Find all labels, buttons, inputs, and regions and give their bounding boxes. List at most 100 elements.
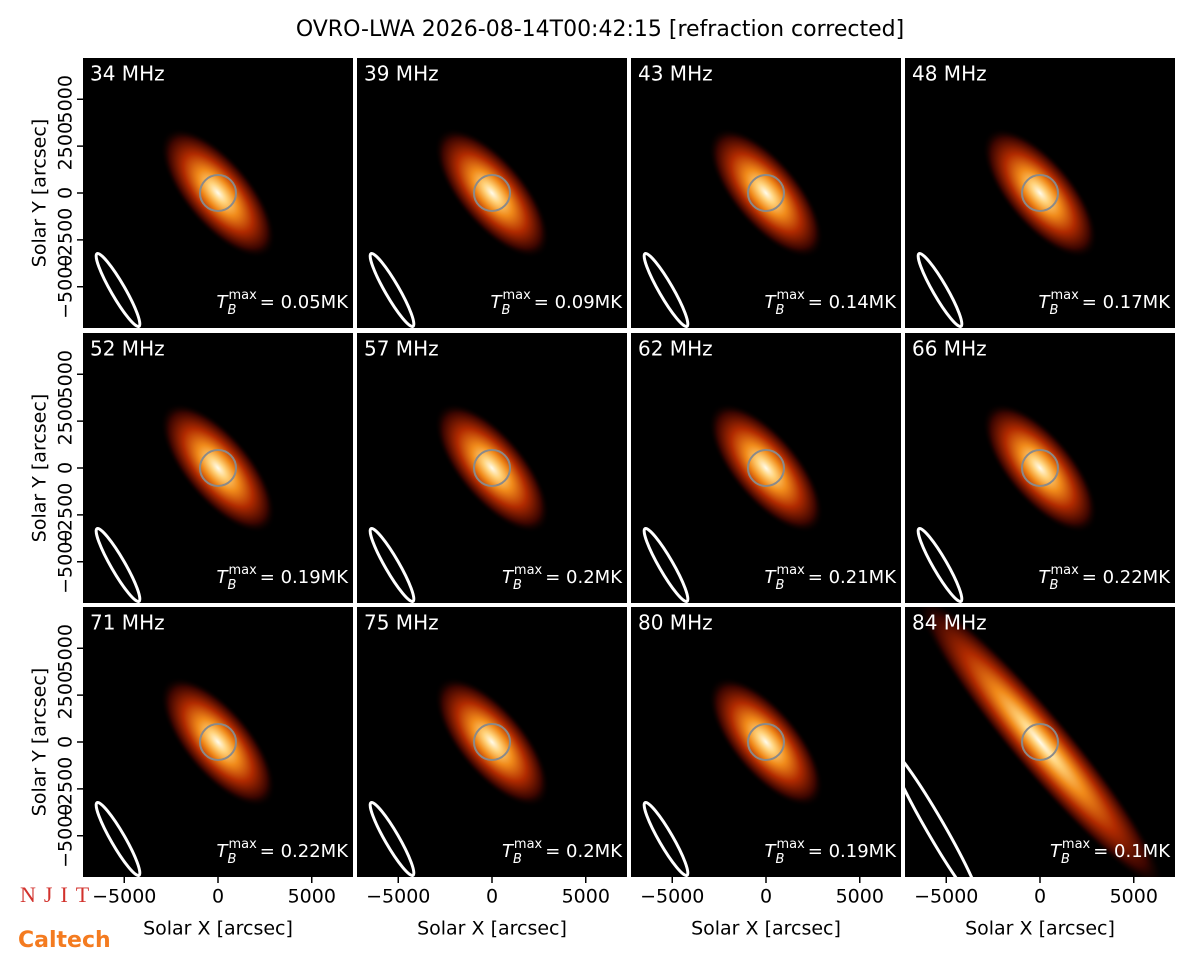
panel-label: 48 MHz bbox=[912, 62, 987, 86]
beam bbox=[368, 251, 416, 328]
solar-disk bbox=[199, 449, 237, 487]
solar-disk bbox=[199, 174, 237, 212]
emission bbox=[434, 127, 550, 259]
y-axis-label: Solar Y [arcsec] bbox=[29, 119, 51, 267]
tb-sup: max bbox=[1062, 837, 1091, 852]
tb-max-label: TBmax = 0.19MK bbox=[765, 837, 898, 867]
x-tick-label: −5000 bbox=[366, 886, 430, 908]
tb-sub: B bbox=[776, 578, 785, 593]
x-tick-label: −5000 bbox=[914, 886, 978, 908]
beam bbox=[94, 800, 142, 877]
x-axis-label: Solar X [arcsec] bbox=[143, 918, 293, 940]
tb-value: = 0.19MK bbox=[808, 841, 897, 862]
logo-njit: NJIT bbox=[20, 882, 97, 907]
tb-value: = 0.22MK bbox=[260, 841, 349, 862]
panel-label: 52 MHz bbox=[90, 337, 165, 361]
x-tick-label: 0 bbox=[486, 886, 498, 908]
tb-max-label: TBmax = 0.22MK bbox=[217, 837, 350, 867]
emission bbox=[708, 676, 824, 808]
panel bbox=[905, 333, 1175, 603]
tb-value: = 0.09MK bbox=[534, 292, 623, 313]
tb-max-label: TBmax = 0.14MK bbox=[765, 288, 898, 318]
panel bbox=[83, 607, 353, 877]
tb-sup: max bbox=[776, 837, 805, 852]
emission bbox=[982, 402, 1098, 534]
tb-symbol: T bbox=[217, 292, 230, 313]
tb-max-label: TBmax = 0.19MK bbox=[217, 563, 350, 593]
y-tick-label: −5000 bbox=[55, 804, 77, 868]
tb-symbol: T bbox=[217, 567, 230, 588]
tb-sub: B bbox=[1061, 852, 1070, 867]
tb-symbol: T bbox=[491, 292, 504, 313]
tb-max-label: TBmax = 0.09MK bbox=[491, 288, 624, 318]
panel bbox=[905, 607, 1175, 877]
x-tick-label: 5000 bbox=[836, 886, 884, 908]
solar-disk bbox=[1021, 723, 1059, 761]
tb-sub: B bbox=[776, 303, 785, 318]
panel bbox=[83, 333, 353, 603]
tb-symbol: T bbox=[502, 841, 515, 862]
y-tick-label: −5000 bbox=[55, 255, 77, 319]
tb-sup: max bbox=[1050, 288, 1079, 303]
beam bbox=[642, 526, 690, 603]
tb-symbol: T bbox=[765, 841, 778, 862]
emission bbox=[160, 402, 276, 534]
tb-symbol: T bbox=[1039, 567, 1052, 588]
solar-disk bbox=[1021, 449, 1059, 487]
tb-value: = 0.17MK bbox=[1082, 292, 1171, 313]
tb-max-label: TBmax = 0.1MK bbox=[1050, 837, 1171, 867]
x-tick-label: 0 bbox=[1034, 886, 1046, 908]
panel bbox=[357, 333, 627, 603]
tb-max-label: TBmax = 0.22MK bbox=[1039, 563, 1172, 593]
panel-label: 66 MHz bbox=[912, 337, 987, 361]
tb-sup: max bbox=[502, 288, 531, 303]
tb-value: = 0.22MK bbox=[1082, 567, 1171, 588]
figure-title: OVRO-LWA 2026-08-14T00:42:15 [refraction… bbox=[296, 17, 904, 42]
solar-disk bbox=[473, 174, 511, 212]
solar-disk bbox=[1021, 174, 1059, 212]
beam bbox=[368, 526, 416, 603]
tb-max-label: TBmax = 0.2MK bbox=[502, 563, 623, 593]
beam bbox=[916, 251, 964, 328]
y-tick-label: −2500 bbox=[55, 483, 77, 547]
emission bbox=[982, 127, 1098, 259]
emission bbox=[160, 127, 276, 259]
panel-label: 57 MHz bbox=[364, 337, 439, 361]
solar-disk bbox=[199, 723, 237, 761]
x-tick-label: 0 bbox=[760, 886, 772, 908]
y-axis-label: Solar Y [arcsec] bbox=[29, 668, 51, 816]
panel bbox=[905, 58, 1175, 328]
tb-sup: max bbox=[228, 288, 257, 303]
panel-label: 34 MHz bbox=[90, 62, 165, 86]
tb-sub: B bbox=[1050, 303, 1059, 318]
tb-sub: B bbox=[228, 852, 237, 867]
panel bbox=[357, 607, 627, 877]
y-tick-label: 0 bbox=[55, 462, 77, 474]
panel-label: 39 MHz bbox=[364, 62, 439, 86]
y-tick-label: 5000 bbox=[55, 624, 77, 672]
x-axis-label: Solar X [arcsec] bbox=[417, 918, 567, 940]
tb-value: = 0.14MK bbox=[808, 292, 897, 313]
x-tick-label: 0 bbox=[212, 886, 224, 908]
logo-caltech: Caltech bbox=[18, 928, 111, 953]
panel-label: 80 MHz bbox=[638, 611, 713, 635]
beam bbox=[916, 526, 964, 603]
tb-value: = 0.2MK bbox=[545, 567, 623, 588]
x-axis-label: Solar X [arcsec] bbox=[691, 918, 841, 940]
solar-disk bbox=[473, 723, 511, 761]
tb-max-label: TBmax = 0.05MK bbox=[217, 288, 350, 318]
tb-value: = 0.19MK bbox=[260, 567, 349, 588]
tb-sup: max bbox=[228, 837, 257, 852]
tb-max-label: TBmax = 0.17MK bbox=[1039, 288, 1172, 318]
x-tick-label: −5000 bbox=[92, 886, 156, 908]
tb-sup: max bbox=[1050, 563, 1079, 578]
x-tick-label: 5000 bbox=[288, 886, 336, 908]
y-tick-label: −2500 bbox=[55, 757, 77, 821]
tb-value: = 0.2MK bbox=[545, 841, 623, 862]
tb-sub: B bbox=[513, 578, 522, 593]
solar-disk bbox=[747, 174, 785, 212]
tb-symbol: T bbox=[217, 841, 230, 862]
tb-value: = 0.21MK bbox=[808, 567, 897, 588]
beam bbox=[94, 526, 142, 603]
